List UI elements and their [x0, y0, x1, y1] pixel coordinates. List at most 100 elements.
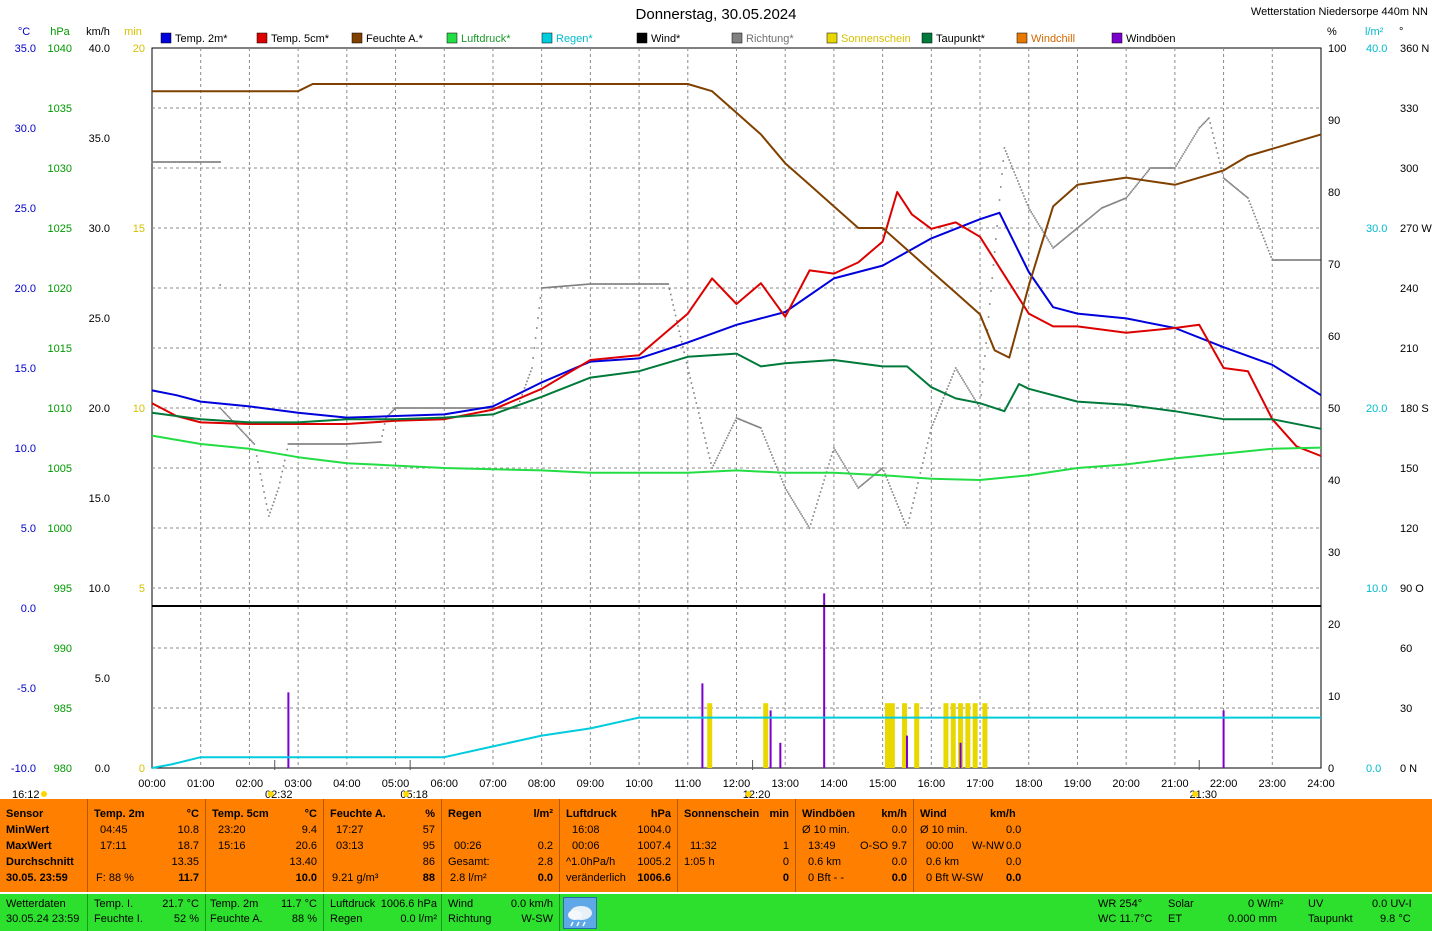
pressure-head: Luftdruck — [566, 808, 617, 820]
direction-point — [833, 447, 835, 449]
status-label: Wetterdaten — [6, 898, 66, 910]
direction-point — [661, 283, 664, 285]
direction-point — [1244, 195, 1247, 197]
direction-point — [241, 430, 243, 432]
direction-point — [244, 434, 247, 436]
direction-point — [1194, 133, 1197, 135]
direction-point — [1167, 167, 1170, 169]
direction-point — [788, 493, 790, 495]
direction-point — [466, 407, 469, 409]
direction-point — [1301, 259, 1304, 261]
sunshine-max: 1 — [782, 840, 789, 852]
direction-point — [585, 283, 588, 286]
direction-point — [662, 283, 665, 285]
direction-point — [328, 443, 331, 445]
direction-point — [197, 161, 200, 163]
direction-point — [168, 161, 170, 163]
right-axis-tick: 60 — [1400, 643, 1412, 655]
legend-label: Windchill — [1031, 33, 1075, 45]
left-axis-tick: 1025 — [48, 223, 72, 235]
direction-point — [676, 319, 678, 322]
direction-point — [962, 379, 964, 381]
direction-point — [171, 161, 174, 163]
direction-point — [710, 462, 712, 464]
wind-max-time: 00:00 — [926, 840, 954, 852]
direction-point — [856, 485, 858, 487]
direction-point — [262, 485, 264, 487]
direction-point — [970, 393, 973, 395]
direction-point — [270, 508, 273, 510]
direction-point — [695, 402, 698, 404]
direction-point — [516, 407, 519, 409]
pressure-tendency: veränderlich — [566, 872, 626, 884]
direction-point — [799, 511, 801, 513]
direction-point — [581, 283, 583, 286]
direction-point — [635, 283, 638, 285]
direction-point — [645, 283, 648, 285]
direction-point — [1262, 237, 1265, 240]
direction-point — [1315, 259, 1317, 261]
direction-point — [1270, 256, 1272, 258]
direction-point — [701, 427, 704, 429]
windchill-value: WC 11.7°C — [1098, 913, 1153, 925]
direction-point — [649, 283, 651, 285]
direction-point — [184, 161, 186, 163]
direction-point — [459, 407, 461, 409]
direction-point — [299, 443, 302, 445]
sunshine-bar — [950, 703, 956, 768]
direction-point — [1047, 239, 1050, 241]
direction-point — [1158, 167, 1160, 169]
direction-point — [1255, 218, 1258, 221]
legend-label: Sonnenschein — [841, 33, 911, 45]
direction-point — [181, 161, 184, 163]
direction-point — [398, 407, 400, 409]
direction-point — [984, 355, 986, 357]
direction-point — [693, 392, 695, 394]
direction-point — [707, 452, 710, 454]
sunshine-bar — [884, 703, 890, 768]
direction-point — [1042, 231, 1045, 233]
direction-point — [1175, 165, 1177, 167]
direction-point — [607, 283, 610, 285]
marker-sun — [745, 791, 752, 797]
direction-point — [319, 443, 321, 445]
direction-point — [417, 407, 420, 409]
gust-foot-label: 0 Bft - - — [808, 872, 845, 884]
direction-point — [937, 409, 940, 411]
direction-point — [644, 283, 646, 285]
direction-point — [350, 442, 353, 445]
left-axis-tick: 995 — [54, 583, 72, 595]
row-labels-column: Sensor MinWert MaxWert Durchschnitt 30.0… — [0, 799, 88, 892]
direction-point — [766, 442, 768, 444]
direction-point — [338, 443, 341, 445]
direction-point — [280, 476, 282, 478]
direction-point — [1040, 227, 1042, 229]
right-axis-tick: 80 — [1328, 187, 1340, 199]
direction-point — [177, 161, 180, 163]
right-axis-tick: 30.0 — [1366, 223, 1387, 235]
left-axis-tick: 5 — [139, 583, 145, 595]
direction-point — [570, 284, 572, 287]
direction-point — [1215, 147, 1218, 149]
direction-point — [694, 397, 696, 399]
direction-point — [1217, 157, 1220, 159]
marker-sun — [41, 791, 47, 797]
pressure-max: 1007.4 — [637, 840, 671, 852]
status-timestamp: Wetterdaten 30.05.24 23:59 — [0, 894, 88, 931]
direction-point — [324, 443, 326, 445]
direction-point — [943, 394, 946, 396]
direction-point — [224, 412, 226, 414]
direction-point — [951, 376, 953, 378]
direction-point — [1121, 198, 1124, 201]
rain-unit: l/m² — [533, 808, 553, 820]
direction-point — [1204, 120, 1207, 123]
left-axis-tick: -10.0 — [11, 763, 36, 775]
direction-point — [987, 316, 990, 318]
direction-point — [1046, 237, 1048, 239]
direction-point — [666, 283, 668, 285]
direction-point — [1114, 201, 1117, 204]
direction-point — [1130, 191, 1132, 193]
temp2m-min: 10.8 — [177, 824, 199, 836]
direction-point — [1036, 221, 1039, 223]
left-axis-tick: 1040 — [48, 43, 72, 55]
